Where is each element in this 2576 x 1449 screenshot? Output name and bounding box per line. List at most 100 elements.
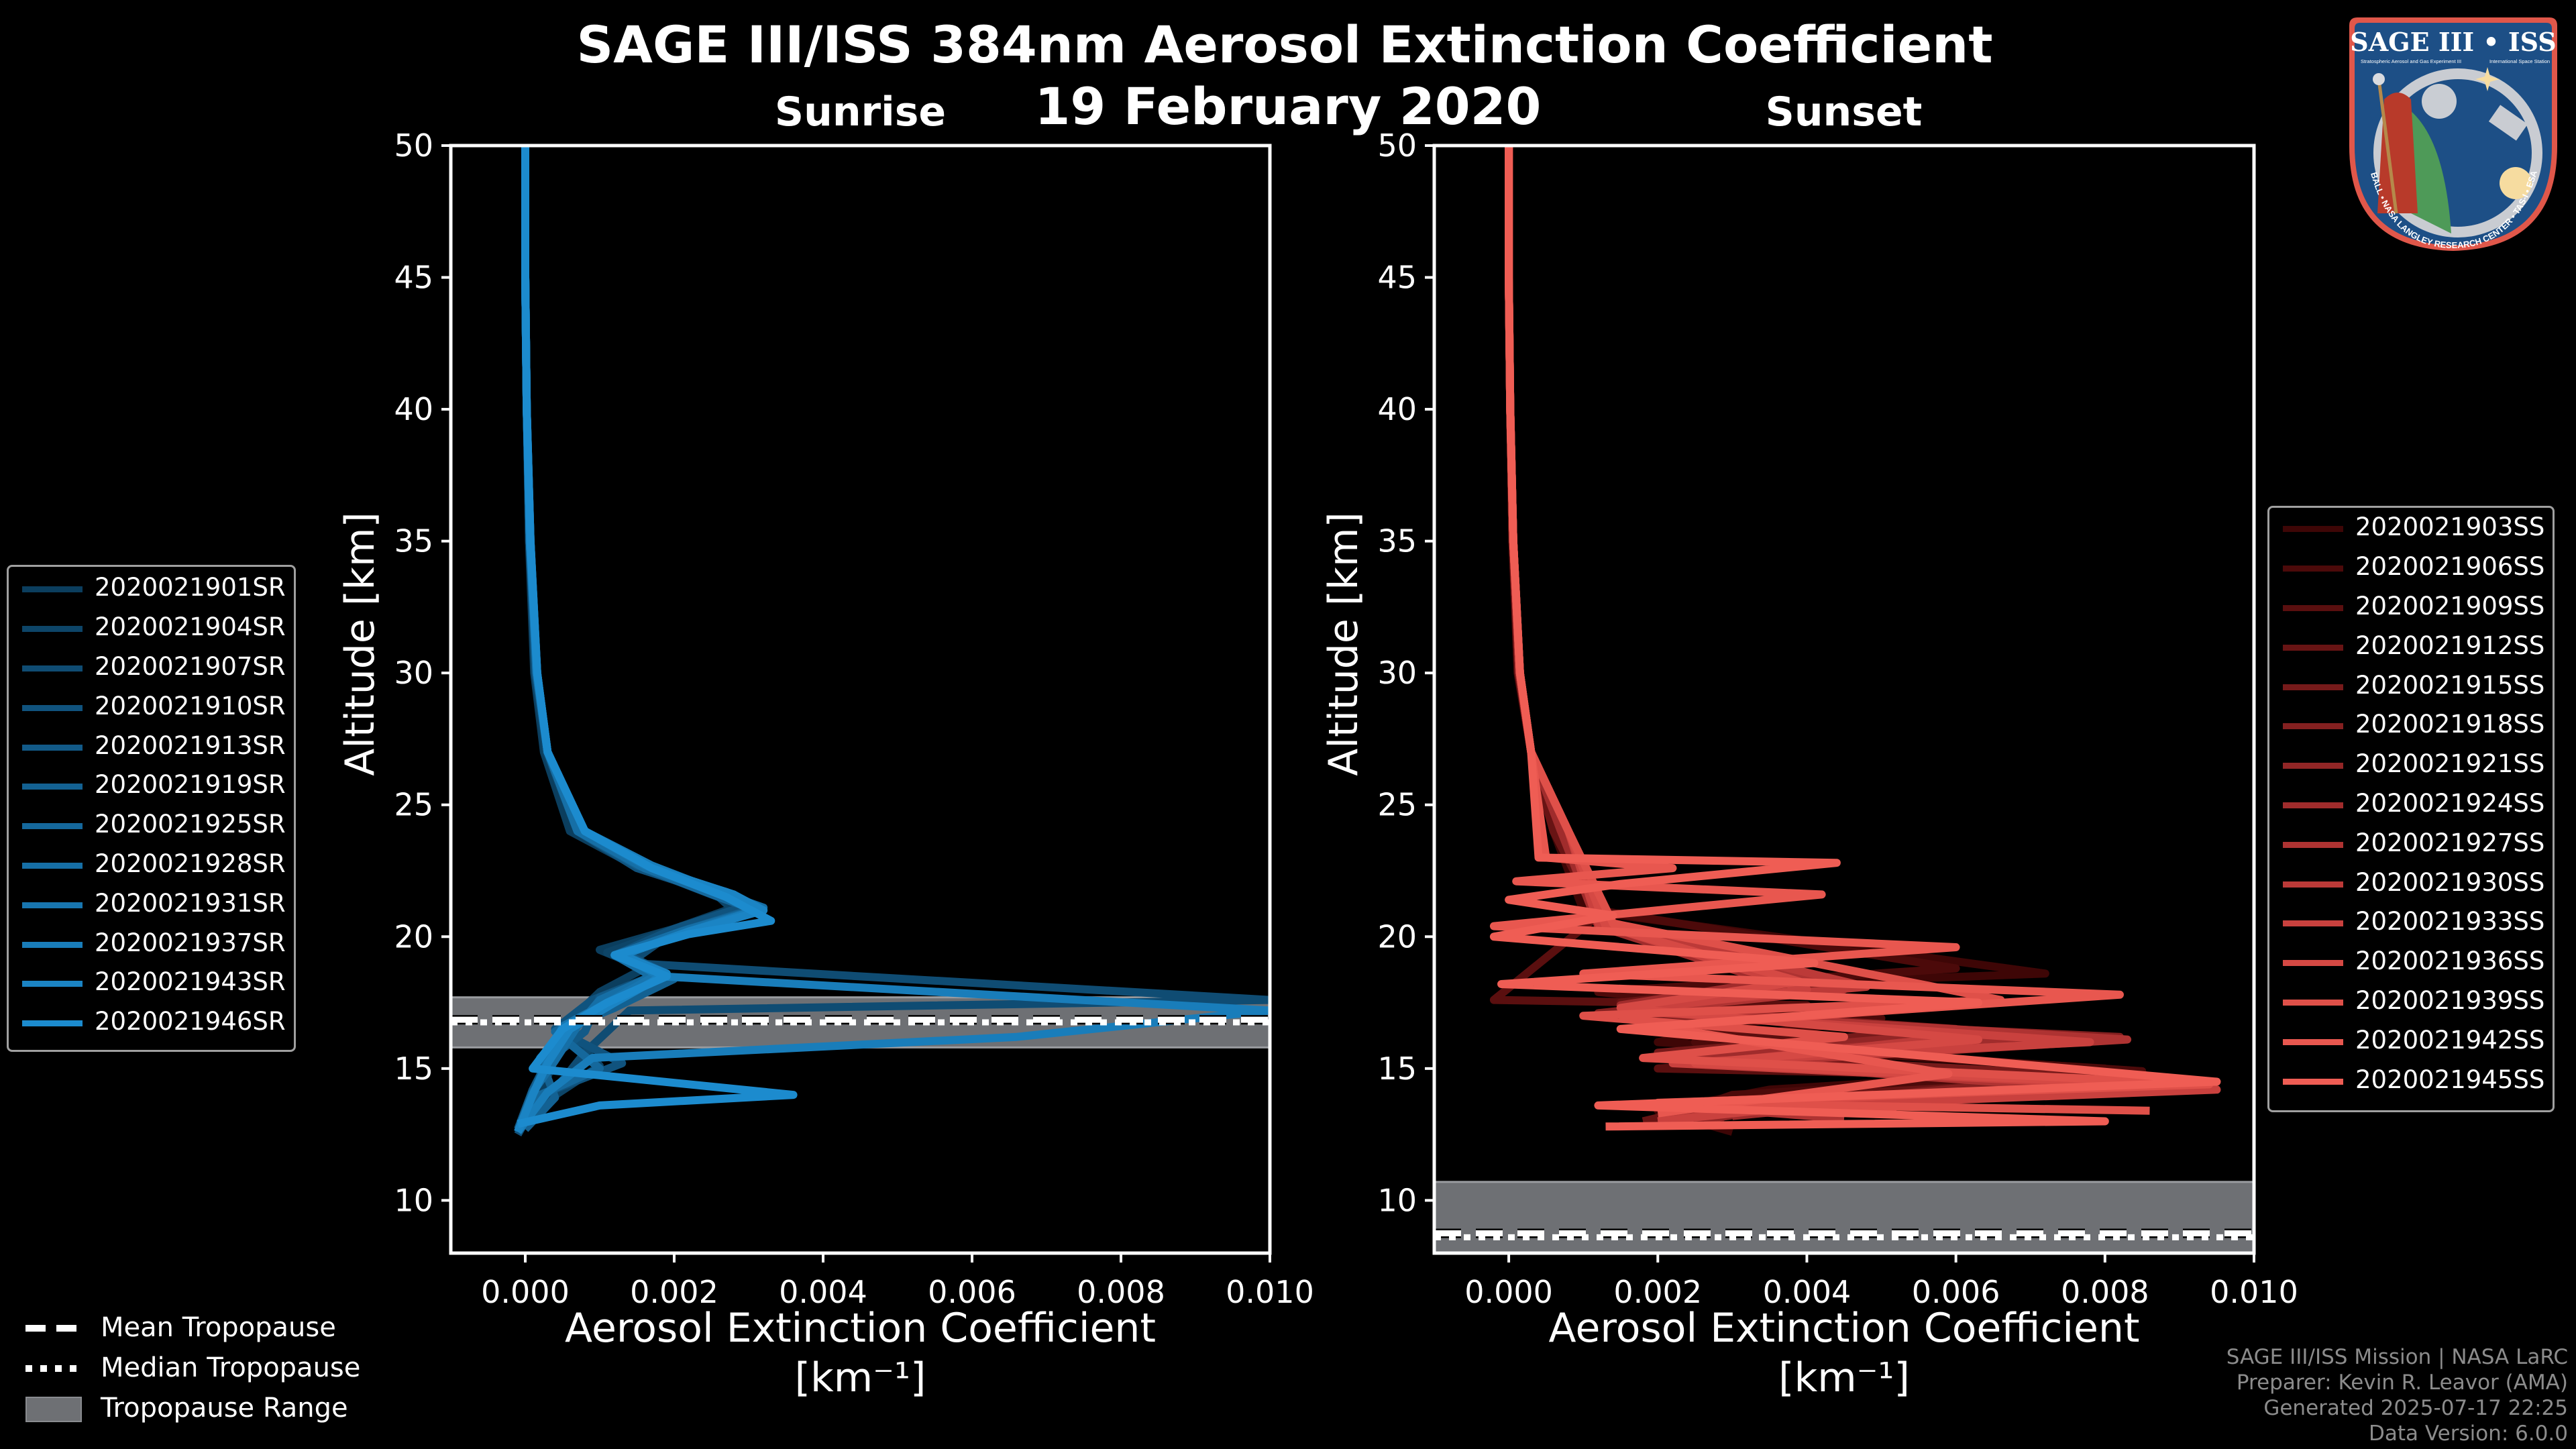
x-tick-label: 0.004 (1763, 1274, 1851, 1310)
legend-label: 2020021945SS (2355, 1065, 2545, 1094)
sunrise-plot: 10 15 20 25 30 35 40 45 50 0.000 0.002 0.004 0.006 0.… (337, 127, 1314, 1401)
y-tick-label: 20 (1377, 918, 1417, 955)
x-tick-label: 0.004 (779, 1274, 867, 1310)
legend-line-swatch (2283, 684, 2343, 690)
logo-subtitle-left: Stratospheric Aerosol and Gas Experiment… (2361, 58, 2461, 64)
credit-generated: Generated 2025-07-17 22:25 (2263, 1396, 2568, 1420)
series-line-2020021945SS (1489, 146, 2221, 1131)
legend-label: 2020021925SR (95, 810, 286, 839)
legend-line-swatch (2283, 960, 2343, 967)
y-tick-label: 15 (394, 1051, 433, 1087)
dashed-line-icon (25, 1325, 79, 1332)
legend-label: 2020021946SR (95, 1007, 286, 1036)
iss-icon (2488, 105, 2528, 141)
legend-line-swatch (2283, 802, 2343, 808)
tropopause-range (1434, 1181, 2254, 1253)
legend-item: 2020021930SS (2269, 864, 2553, 903)
x-axis-unit: [km⁻¹] (1778, 1354, 1910, 1401)
legend-label: 2020021918SS (2355, 710, 2545, 739)
series-line-2020021931SR (514, 146, 761, 1134)
legend-item: 2020021925SR (9, 806, 294, 845)
y-tick-label: 25 (394, 787, 433, 823)
legend-line-swatch (2283, 763, 2343, 769)
x-axis-label: Aerosol Extinction Coefficient (565, 1305, 1156, 1352)
legend-item: 2020021903SS (2269, 509, 2553, 548)
x-tick-label: 0.008 (1077, 1274, 1165, 1310)
legend-label: 2020021912SS (2355, 631, 2545, 660)
x-tick-label: 0.006 (928, 1274, 1016, 1310)
y-tick-label: 50 (394, 127, 433, 164)
legend-item: 2020021945SS (2269, 1061, 2553, 1100)
y-tick-label: 40 (394, 391, 433, 427)
legend-label: 2020021933SS (2355, 907, 2545, 936)
legend-label: 2020021904SR (95, 612, 286, 642)
legend-label: 2020021927SS (2355, 828, 2545, 857)
legend-line-swatch (2283, 723, 2343, 730)
moon-icon (2422, 84, 2457, 119)
wizard-icon (2377, 93, 2418, 213)
y-axis-label: Altitude [km] (337, 512, 384, 776)
legend-line-swatch (22, 784, 83, 790)
legend-label: 2020021909SS (2355, 591, 2545, 621)
legend-label: 2020021906SS (2355, 552, 2545, 582)
legend-label: 2020021921SS (2355, 749, 2545, 779)
y-tick-label: 35 (394, 523, 433, 559)
sunrise-plot-frame (449, 144, 1272, 1255)
y-tick-label: 10 (394, 1182, 433, 1218)
x-tick-label: 0.000 (1464, 1274, 1553, 1310)
x-tick-label: 0.002 (630, 1274, 718, 1310)
legend-item: 2020021906SS (2269, 549, 2553, 588)
legend-item: 2020021901SR (9, 570, 294, 608)
dotted-line-icon (25, 1365, 79, 1372)
sunrise-panel-title: Sunrise (774, 89, 947, 136)
legend-line-swatch (2283, 644, 2343, 651)
legend-line-swatch (22, 586, 83, 593)
legend-item: 2020021943SR (9, 964, 294, 1003)
legend-item: 2020021946SR (9, 1004, 294, 1042)
legend-item: 2020021942SS (2269, 1022, 2553, 1061)
legend-line-swatch (2283, 920, 2343, 927)
y-tick-label: 10 (1377, 1182, 1417, 1218)
sunset-legend: 2020021903SS 2020021906SS 2020021909SS 2020… (2267, 506, 2555, 1112)
chart-title: SAGE III/ISS 384nm Aerosol Extinction Co… (576, 15, 1993, 74)
legend-line-swatch (2283, 604, 2343, 611)
legend-label: 2020021939SS (2355, 985, 2545, 1015)
legend-line-swatch (2283, 881, 2343, 888)
legend-label: 2020021931SR (95, 888, 286, 918)
legend-item: 2020021904SR (9, 609, 294, 648)
x-tick-label: 0.006 (1912, 1274, 2000, 1310)
credit-preparer: Preparer: Kevin R. Leavor (AMA) (2236, 1371, 2568, 1395)
sunset-plot: 10 15 20 25 30 35 40 45 50 0.000 0.002 0.004 0.006 0.… (1320, 127, 2298, 1401)
legend-line-swatch (2283, 526, 2343, 533)
legend-item: 2020021939SS (2269, 983, 2553, 1022)
legend-item: 2020021915SS (2269, 667, 2553, 706)
y-axis-label: Altitude [km] (1320, 512, 1367, 776)
x-tick-label: 0.010 (1226, 1274, 1314, 1310)
legend-label: 2020021903SS (2355, 513, 2545, 542)
sage-iii-iss-mission-logo: SAGE III • ISS Stratospheric Aerosol and… (2349, 17, 2557, 251)
legend-item: 2020021936SS (2269, 943, 2553, 982)
legend-line-swatch (22, 704, 83, 711)
legend-label: 2020021936SS (2355, 947, 2545, 976)
legend-line-swatch (2283, 841, 2343, 848)
legend-item: 2020021907SR (9, 649, 294, 688)
legend-item: 2020021928SR (9, 846, 294, 885)
legend-label: 2020021928SR (95, 849, 286, 878)
legend-item: 2020021919SR (9, 767, 294, 806)
legend-item: 2020021933SS (2269, 904, 2553, 943)
legend-label: 2020021943SR (95, 967, 286, 997)
legend-line-swatch (22, 981, 83, 987)
y-tick-label: 50 (1377, 127, 1417, 164)
legend-line-swatch (22, 1020, 83, 1027)
y-tick-label: 45 (1377, 260, 1417, 296)
y-tick-label: 30 (1377, 655, 1417, 691)
legend-item: 2020021912SS (2269, 627, 2553, 666)
legend-label: Tropopause Range (101, 1393, 348, 1424)
series-line-2020021939SS (1505, 146, 2214, 1115)
legend-label: 2020021942SS (2355, 1025, 2545, 1055)
legend-label: 2020021910SR (95, 691, 286, 720)
legend-label: 2020021913SR (95, 731, 286, 760)
legend-line-swatch (22, 902, 83, 908)
y-tick-label: 35 (1377, 523, 1417, 559)
